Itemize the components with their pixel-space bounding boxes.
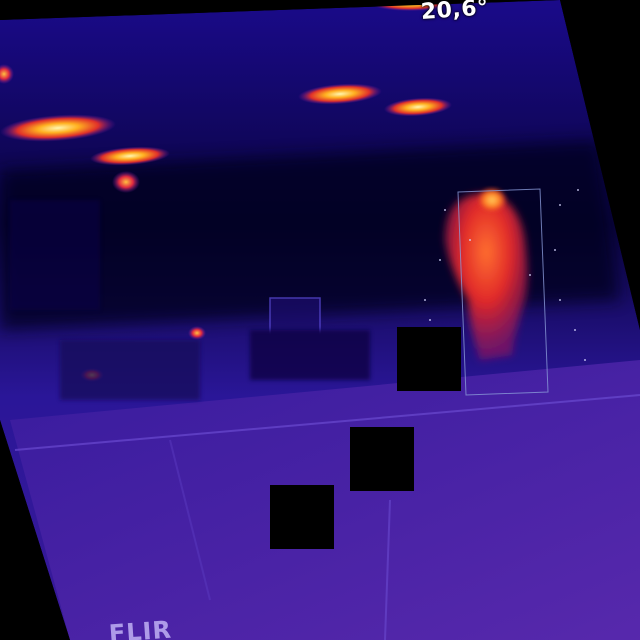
ceiling-lamp xyxy=(384,97,452,117)
hot-spot xyxy=(112,171,140,193)
rotation-border-right xyxy=(560,0,640,330)
person-head xyxy=(478,188,506,212)
ceiling-lamp xyxy=(298,83,382,105)
person-heat-signature xyxy=(445,188,528,360)
noise-speckles xyxy=(424,189,586,361)
rotation-border-left xyxy=(0,420,70,640)
hot-spot xyxy=(0,64,14,84)
hot-spot xyxy=(188,326,206,340)
redaction-box xyxy=(397,327,461,391)
redaction-box xyxy=(350,427,414,491)
person-detection-box xyxy=(457,188,549,396)
rotation-border-top xyxy=(0,0,560,20)
person-body xyxy=(445,193,528,360)
flir-logo: FLIR xyxy=(108,615,173,640)
table-leg-line xyxy=(384,499,391,640)
ceiling-lamp xyxy=(0,114,116,142)
table-edge-line xyxy=(14,394,640,451)
redaction-box xyxy=(270,485,334,549)
ceiling-lamp xyxy=(90,146,170,166)
table-leg-line xyxy=(169,439,211,601)
desk-equipment xyxy=(10,200,370,400)
